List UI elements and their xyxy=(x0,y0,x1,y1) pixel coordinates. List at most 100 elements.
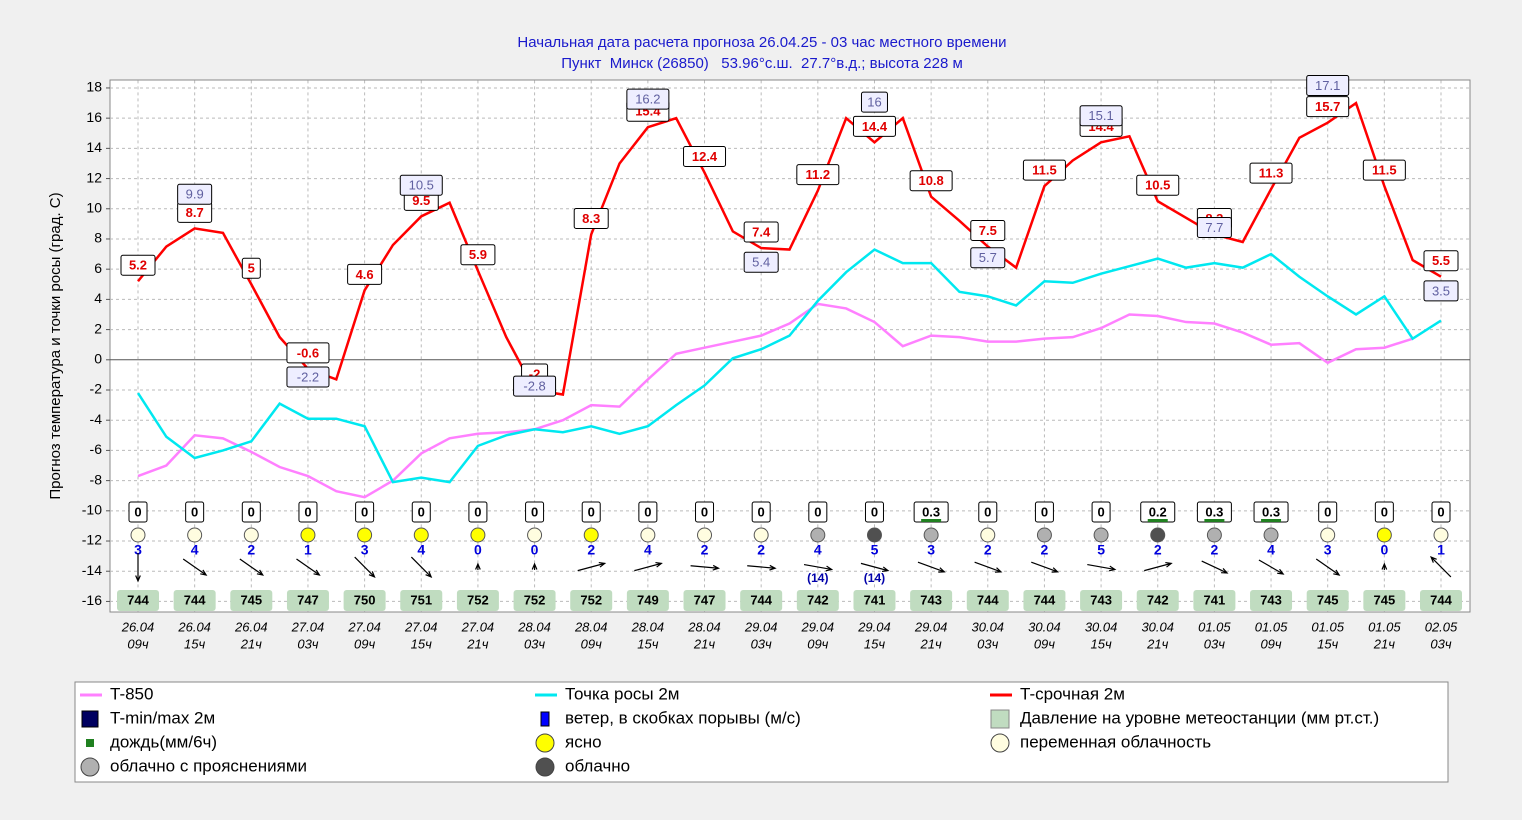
pressure-label: 743 xyxy=(920,592,942,607)
precip-label: 0 xyxy=(758,504,765,519)
precip-label: 0 xyxy=(701,504,708,519)
temp-label-box xyxy=(120,254,156,276)
pressure-label: 742 xyxy=(1147,592,1169,607)
x-tick-label: 29.04 xyxy=(914,619,948,634)
precip-label: 0 xyxy=(871,504,878,519)
precip-label-box xyxy=(695,501,715,523)
wind-arrow xyxy=(1430,556,1452,578)
x-tick-label: 28.04 xyxy=(687,619,721,634)
x-tick-label: 21ч xyxy=(920,636,942,651)
pressure-box xyxy=(173,590,216,611)
wind-arrow xyxy=(239,558,265,576)
pressure-label: 744 xyxy=(750,592,772,607)
pressure-box xyxy=(286,590,329,611)
wind-speed: 2 xyxy=(1154,542,1162,558)
x-tick-label: 21ч xyxy=(1146,636,1168,651)
temp-label: 5.9 xyxy=(469,247,487,262)
wind-speed: 2 xyxy=(757,542,765,558)
x-tick-label: 21ч xyxy=(466,636,488,651)
pressure-box xyxy=(343,590,386,611)
legend-label: T-min/max 2м xyxy=(110,708,215,727)
wind-speed: 2 xyxy=(701,542,709,558)
sky-icon xyxy=(243,527,259,543)
temp-label-box xyxy=(347,263,383,285)
temp-label-box xyxy=(1136,174,1180,196)
pressure-label: 749 xyxy=(637,592,659,607)
legend-label: T-срочная 2м xyxy=(1020,684,1125,703)
precip-label: 0 xyxy=(304,504,311,519)
precip-label: 0 xyxy=(1041,504,1048,519)
pressure-box xyxy=(740,590,783,611)
wind-speed: 4 xyxy=(191,542,199,558)
wind-arrow xyxy=(917,561,946,573)
precip-label: 0 xyxy=(814,504,821,519)
precip-label: 0.3 xyxy=(922,504,940,519)
legend-label: облачно с прояснениями xyxy=(110,756,307,775)
wind-arrow xyxy=(1381,562,1388,570)
rain-mark xyxy=(1204,519,1225,522)
x-tick-label: 03ч xyxy=(524,636,545,651)
temp-label: 10.8 xyxy=(918,173,943,188)
sky-icon xyxy=(923,527,939,543)
tminmax-label: 16 xyxy=(867,95,881,110)
wind-arrow xyxy=(1258,559,1285,575)
tminmax-label: -2.2 xyxy=(297,369,319,384)
wind-speed: 0 xyxy=(474,542,482,558)
wind-speed: 2 xyxy=(1210,542,1218,558)
temp-label: 5.2 xyxy=(129,258,147,273)
pressure-box xyxy=(456,590,499,611)
tminmax-label-box xyxy=(626,88,670,110)
precip-label: 0 xyxy=(474,504,481,519)
legend-swatch xyxy=(990,733,1010,753)
sky-icon xyxy=(1093,527,1109,543)
x-tick-label: 27.04 xyxy=(461,619,495,634)
series-line xyxy=(136,248,1442,484)
pressure-box xyxy=(1306,590,1349,611)
x-tick-label: 09ч xyxy=(1034,636,1055,651)
y-tick-label: 8 xyxy=(94,230,102,246)
pressure-label: 750 xyxy=(354,592,376,607)
tminmax-label: 9.9 xyxy=(186,187,204,202)
pressure-label: 742 xyxy=(807,592,829,607)
wind-speed: 3 xyxy=(927,542,935,558)
sky-icon xyxy=(583,527,599,543)
y-tick-label: 0 xyxy=(94,350,102,366)
x-tick-label: 03ч xyxy=(297,636,318,651)
pressure-box xyxy=(910,590,953,611)
chart-subtitle: Пункт Минск (26850) 53.96°с.ш. 27.7°в.д.… xyxy=(561,55,963,72)
sky-icon xyxy=(640,527,656,543)
x-tick-label: 15ч xyxy=(864,636,885,651)
x-tick-label: 30.04 xyxy=(972,619,1005,634)
wind-arrow xyxy=(410,556,433,578)
legend-label: облачно xyxy=(565,756,630,775)
pressure-label: 743 xyxy=(1260,592,1282,607)
x-tick-label: 27.04 xyxy=(404,619,438,634)
pressure-box xyxy=(1250,590,1293,611)
rain-mark xyxy=(1261,519,1282,522)
x-tick-label: 09ч xyxy=(1260,636,1281,651)
y-tick-label: 10 xyxy=(86,199,102,215)
x-tick-label: 03ч xyxy=(1430,636,1451,651)
sky-icon xyxy=(413,527,429,543)
temp-label: 5.5 xyxy=(1432,253,1450,268)
precip-label-box xyxy=(864,501,884,523)
precip-label: 0.3 xyxy=(1205,504,1223,519)
wind-speed: 2 xyxy=(984,542,992,558)
legend-label: Давление на уровне метеостанции (мм рт.с… xyxy=(1020,708,1379,727)
tminmax-label-box xyxy=(970,247,1006,269)
wind-arrow xyxy=(531,562,538,570)
temp-label: 4.6 xyxy=(356,267,374,282)
wind-speed: 3 xyxy=(361,542,369,558)
x-tick-label: 09ч xyxy=(807,636,828,651)
precip-label: 0.2 xyxy=(1149,504,1167,519)
precip-label-box xyxy=(1318,501,1338,523)
wind-speed: 4 xyxy=(644,542,652,558)
wind-speed: 4 xyxy=(814,542,822,558)
wind-arrow xyxy=(1201,560,1229,574)
temp-label: -0.6 xyxy=(297,345,319,360)
sky-icon xyxy=(187,527,203,543)
x-tick-label: 29.04 xyxy=(801,619,835,634)
temp-label: -2 xyxy=(529,366,541,381)
wind-arrow xyxy=(803,563,834,572)
